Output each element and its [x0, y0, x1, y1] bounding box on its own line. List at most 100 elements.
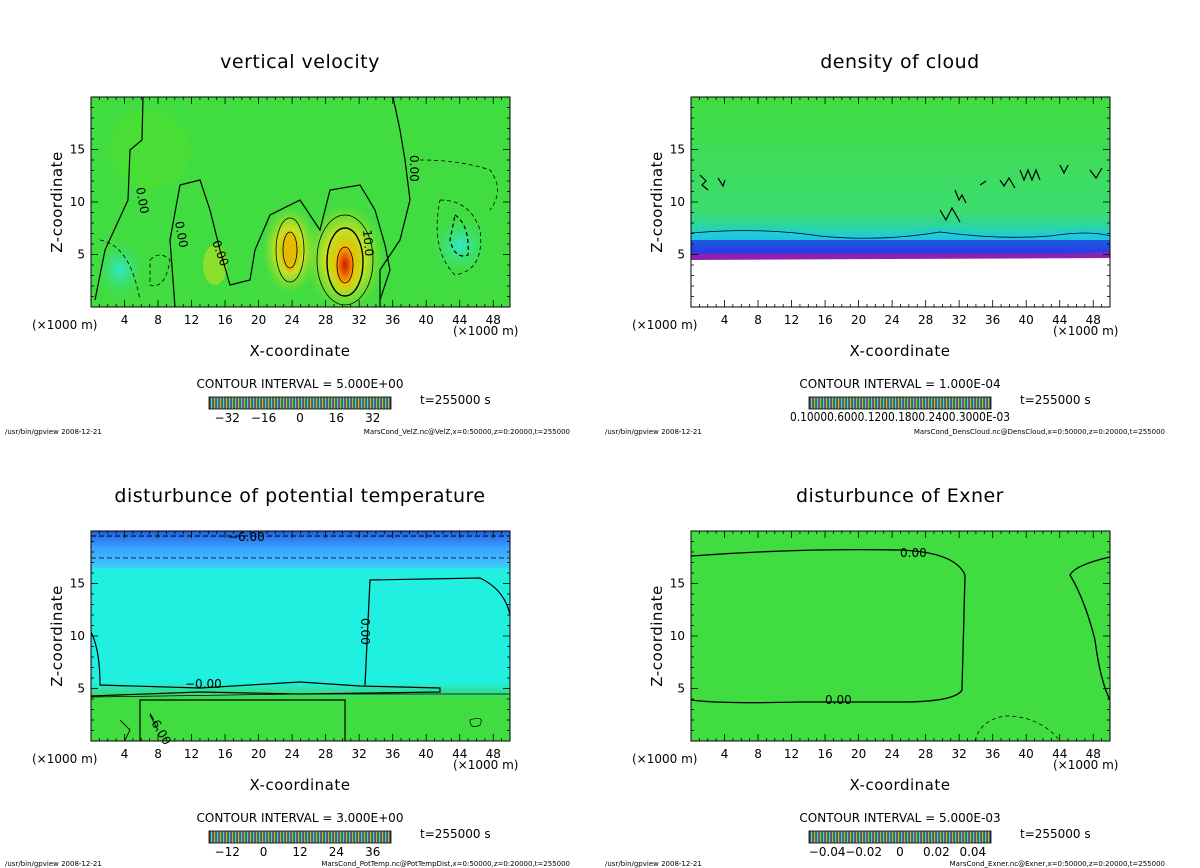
x-tick-label: 12 [784, 747, 799, 761]
x-tick-label: 28 [318, 313, 333, 327]
x-axis: 4 8 12 16 20 24 28 32 36 40 44 48 [698, 97, 1103, 327]
footer-right: MarsCond_VelZ.nc@VelZ,x=0:50000,z=0:2000… [364, 428, 570, 436]
x-unit-right: (×1000 m) [453, 758, 518, 772]
x-tick-label: 20 [851, 313, 866, 327]
contour-interval: CONTOUR INTERVAL = 3.000E+00 [197, 811, 404, 825]
plot-background [691, 531, 1110, 741]
y-tick-label: 10 [70, 195, 85, 209]
contour-negative [974, 715, 1061, 742]
x-axis-label: X-coordinate [850, 342, 951, 360]
x-tick-label: 24 [284, 747, 299, 761]
contour-positive-major [326, 227, 364, 297]
footer-left: /usr/bin/gpview 2008-12-21 [5, 428, 102, 436]
time-stamp: t=255000 s [420, 827, 491, 841]
x-unit-left: (×1000 m) [632, 752, 697, 766]
y-axis: 5 10 15 [70, 541, 510, 731]
contour-zero [90, 631, 441, 697]
x-tick-label: 40 [1019, 747, 1034, 761]
contour-positive [282, 231, 298, 269]
contour-zero [379, 96, 411, 307]
footer-left: /usr/bin/gpview 2008-12-21 [5, 860, 102, 868]
contour-interval: CONTOUR INTERVAL = 5.000E+00 [197, 377, 404, 391]
chart-title: density of cloud [820, 51, 980, 73]
y-axis: 5 10 15 [670, 107, 1110, 297]
colorbar [208, 830, 392, 844]
contour-negative [469, 718, 482, 727]
y-tick-label: 15 [670, 143, 685, 157]
x-tick-label: 48 [486, 313, 501, 327]
panel-exner: disturbunce of Exner 0.00 0.00 4 8 12 16 20 2… [605, 485, 1165, 868]
chart-title: vertical velocity [220, 51, 380, 73]
contour-positive [275, 217, 305, 283]
panel-density-of-cloud: density of cloud 4 8 12 16 20 24 28 32 36 40 44 48 … [605, 51, 1165, 436]
panel-vertical-velocity: vertical velocity 0.00 0.00 [5, 51, 570, 436]
x-unit-left: (×1000 m) [32, 752, 97, 766]
x-tick-label: 20 [251, 313, 266, 327]
contour-interval: CONTOUR INTERVAL = 1.000E-04 [799, 377, 1000, 391]
x-tick-label: 32 [952, 313, 967, 327]
x-tick-label: 12 [784, 313, 799, 327]
contour-zero [94, 96, 144, 301]
contour-interval: CONTOUR INTERVAL = 5.000E-03 [799, 811, 1000, 825]
x-tick-label: 8 [754, 747, 762, 761]
x-tick-label: 24 [884, 747, 899, 761]
x-tick-label: 44 [452, 313, 467, 327]
x-tick-label: 32 [952, 747, 967, 761]
x-tick-label: 28 [318, 747, 333, 761]
colorbar-tick-label: −16 [251, 411, 276, 425]
cloud-base-dense [691, 254, 1110, 260]
contour-positive [316, 214, 374, 306]
x-tick-label: 4 [121, 313, 129, 327]
plot-area: 0.00 0.00 0.00 0.00 10.0 [90, 96, 511, 313]
y-tick-label: 5 [77, 682, 85, 696]
contour-negative [419, 159, 498, 211]
chart-title: disturbunce of potential temperature [114, 485, 485, 507]
y-tick-label: 15 [670, 577, 685, 591]
field-region [110, 110, 190, 190]
colorbar-tick-label: −0.02 [845, 845, 882, 859]
x-tick-label: 24 [884, 313, 899, 327]
colorbar-tick-label: 0.02 [923, 845, 950, 859]
y-axis-label: Z-coordinate [48, 151, 66, 252]
colorbar-ticks: −0.04 −0.02 0 0.02 0.04 [809, 845, 986, 859]
contour-label: −0.00 [185, 677, 222, 691]
colorbar-tick-label: 0 [260, 845, 268, 859]
colorbar-tick-label: 36 [365, 845, 380, 859]
y-tick-label: 5 [677, 248, 685, 262]
y-tick-label: 5 [77, 248, 85, 262]
y-axis-label: Z-coordinate [648, 585, 666, 686]
x-tick-label: 16 [217, 747, 232, 761]
x-tick-label: 16 [817, 313, 832, 327]
contour-positive [139, 699, 346, 741]
contour-zero [169, 179, 391, 308]
x-axis-label: X-coordinate [250, 342, 351, 360]
colorbar-tick-label: 24 [329, 845, 344, 859]
colorbar-tick-label: 0.04 [959, 845, 986, 859]
y-axis: 5 10 15 [670, 541, 1110, 731]
contour-label: 0.00 [825, 693, 852, 707]
x-tick-label: 4 [121, 747, 129, 761]
x-unit-right: (×1000 m) [453, 324, 518, 338]
plot-background [91, 531, 510, 741]
time-stamp: t=255000 s [420, 393, 491, 407]
contour-positive [336, 246, 354, 284]
contour-cloud [690, 230, 1111, 239]
x-tick-label: 4 [721, 313, 729, 327]
contour-zero [364, 577, 511, 686]
y-tick-label: 10 [70, 629, 85, 643]
x-unit-left: (×1000 m) [632, 318, 697, 332]
x-tick-label: 24 [284, 313, 299, 327]
x-axis: 4 8 12 16 20 24 28 32 36 40 44 48 [98, 531, 503, 761]
x-tick-label: 8 [154, 313, 162, 327]
footer-right: MarsCond_Exner.nc@Exner,x=0:50000,z=0:20… [950, 860, 1165, 868]
colorbar-ticks: −12 0 12 24 36 [215, 845, 381, 859]
x-tick-label: 36 [385, 313, 400, 327]
x-tick-label: 44 [452, 747, 467, 761]
footer-right: MarsCond_DensCloud.nc@DensCloud,x=0:5000… [914, 428, 1165, 436]
colorbar-tick-label: −32 [215, 411, 240, 425]
colorbar [808, 396, 992, 410]
footer-left: /usr/bin/gpview 2008-12-21 [605, 860, 702, 868]
x-unit-right: (×1000 m) [1053, 758, 1118, 772]
x-unit-left: (×1000 m) [32, 318, 97, 332]
